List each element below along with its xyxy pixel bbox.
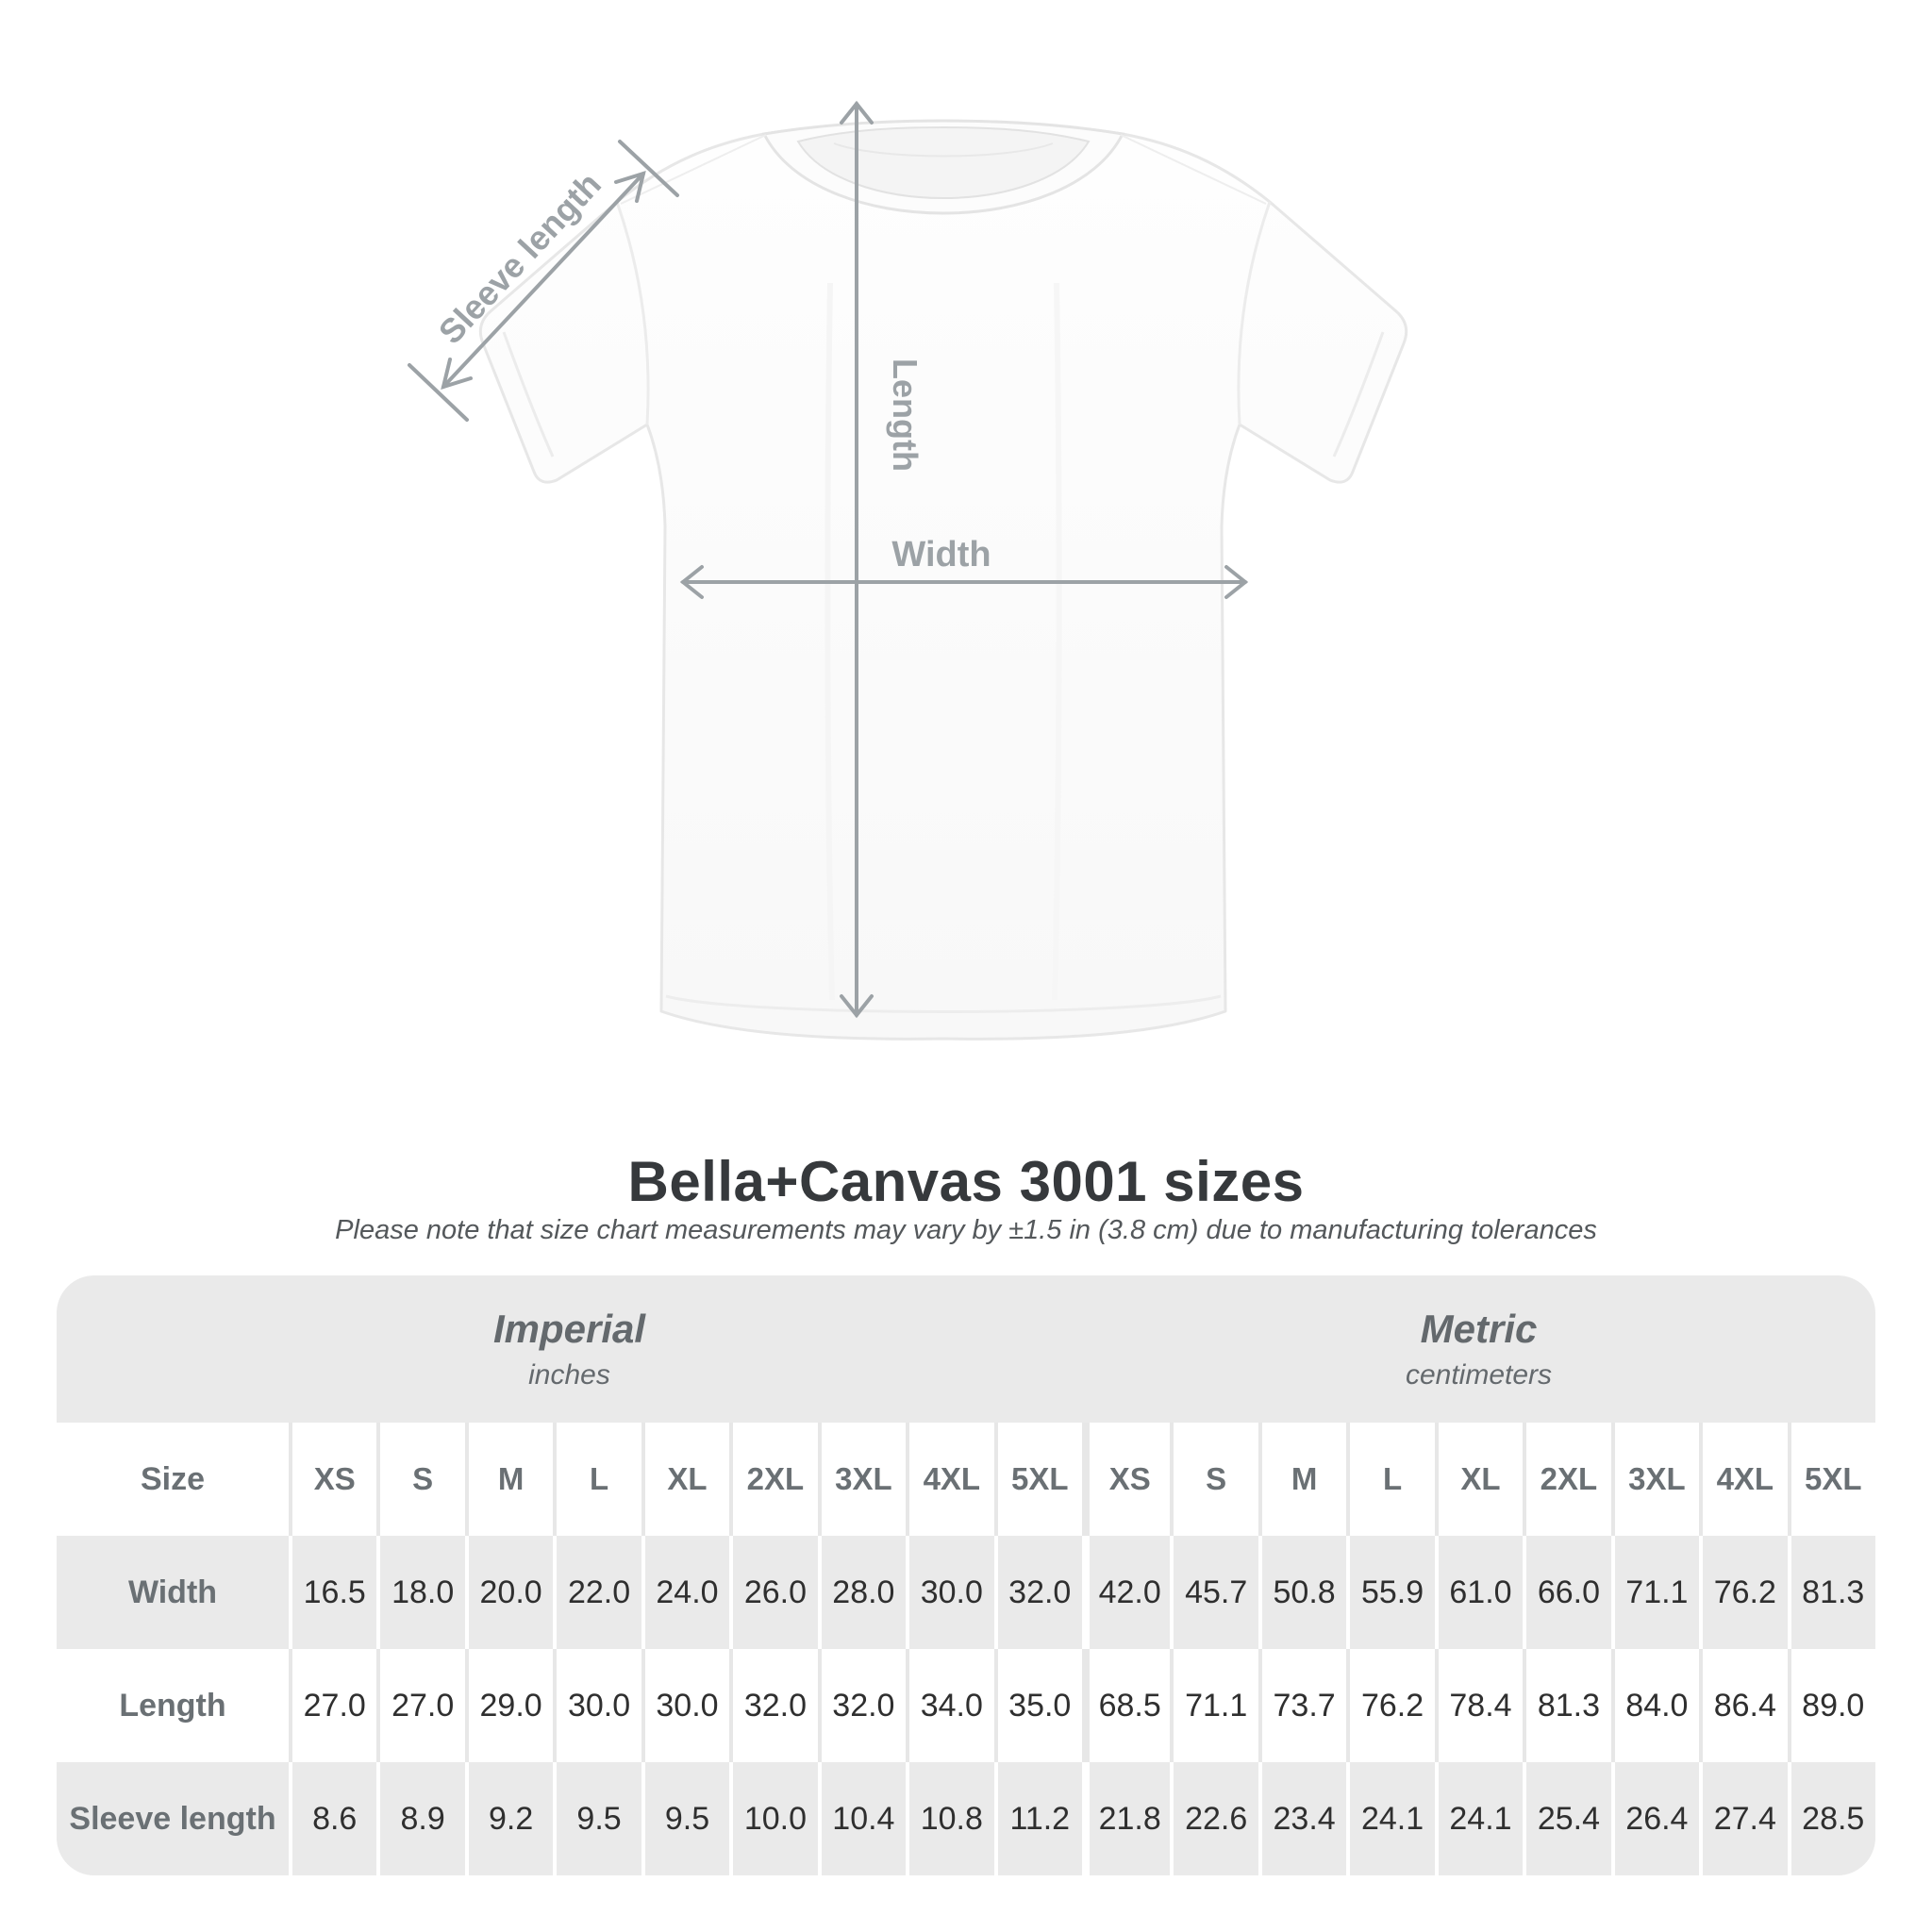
- metric-sublabel: centimeters: [1405, 1359, 1553, 1391]
- value-cell-imperial: 29.0: [464, 1649, 553, 1762]
- value-cell-imperial: 30.0: [906, 1536, 993, 1649]
- value-cell-metric: 28.5: [1787, 1762, 1875, 1875]
- value-cell-metric: 26.4: [1610, 1762, 1699, 1875]
- value-cell-metric: 25.4: [1523, 1762, 1610, 1875]
- value-cell-imperial: 32.0: [993, 1536, 1082, 1649]
- value-cell-metric: 71.1: [1170, 1649, 1257, 1762]
- sleeve-length-dimension-arrow: [408, 140, 679, 422]
- length-label: Length: [886, 358, 924, 472]
- value-cell-imperial: 18.0: [376, 1536, 464, 1649]
- size-col-header-metric: 2XL: [1523, 1423, 1610, 1536]
- value-cell-imperial: 27.0: [289, 1649, 376, 1762]
- size-col-header-imperial: XL: [641, 1423, 729, 1536]
- value-cell-imperial: 30.0: [553, 1649, 641, 1762]
- page-title: Bella+Canvas 3001 sizes: [627, 1150, 1305, 1213]
- size-col-header-metric: XS: [1081, 1423, 1170, 1536]
- value-cell-imperial: 35.0: [993, 1649, 1082, 1762]
- value-cell-imperial: 24.0: [641, 1536, 729, 1649]
- value-cell-metric: 86.4: [1699, 1649, 1787, 1762]
- measurement-row: Width 16.5 18.0 20.0 22.0 24.0 26.0 28.0 30.0 32.…: [57, 1536, 1875, 1649]
- length-dimension-arrow: [840, 100, 874, 1019]
- row-label: Sleeve length: [69, 1800, 276, 1837]
- value-cell-metric: 27.4: [1699, 1762, 1787, 1875]
- width-label: Width: [891, 535, 991, 575]
- size-col-header-imperial: 3XL: [817, 1423, 906, 1536]
- row-label: Length: [119, 1687, 226, 1724]
- value-cell-imperial: 10.0: [729, 1762, 817, 1875]
- size-col-header-metric: XL: [1434, 1423, 1523, 1536]
- measurement-row: Sleeve length 8.6 8.9 9.2 9.5 9.5 10.0 10.4 10.8…: [57, 1762, 1875, 1875]
- unit-group-imperial: Imperial inches: [57, 1275, 1082, 1423]
- value-cell-imperial: 32.0: [817, 1649, 906, 1762]
- value-cell-imperial: 8.9: [376, 1762, 464, 1875]
- value-cell-metric: 42.0: [1081, 1536, 1170, 1649]
- value-cell-metric: 23.4: [1257, 1762, 1346, 1875]
- value-cell-metric: 81.3: [1523, 1649, 1610, 1762]
- unit-group-metric: Metric centimeters: [1082, 1275, 1875, 1423]
- value-cell-metric: 89.0: [1787, 1649, 1875, 1762]
- value-cell-metric: 76.2: [1346, 1649, 1434, 1762]
- page-subtitle: Please note that size chart measurements…: [335, 1215, 1597, 1245]
- value-cell-metric: 22.6: [1170, 1762, 1257, 1875]
- value-cell-metric: 78.4: [1434, 1649, 1523, 1762]
- size-table: Imperial inches Metric centimeters Size X…: [57, 1275, 1875, 1875]
- size-col-header-metric: M: [1257, 1423, 1346, 1536]
- value-cell-imperial: 28.0: [817, 1536, 906, 1649]
- value-cell-metric: 71.1: [1610, 1536, 1699, 1649]
- value-cell-metric: 73.7: [1257, 1649, 1346, 1762]
- value-cell-metric: 76.2: [1699, 1536, 1787, 1649]
- imperial-sublabel: inches: [528, 1359, 610, 1391]
- size-header-row: Size XS S M L XL 2XL 3XL 4XL 5XL XS S M L XL 2XL 3XL 4XL 5…: [57, 1423, 1875, 1536]
- tshirt-diagram: Sleeve length Length Width: [408, 100, 1408, 1041]
- value-cell-imperial: 8.6: [289, 1762, 376, 1875]
- value-cell-imperial: 9.2: [464, 1762, 553, 1875]
- size-column-title: Size: [140, 1460, 206, 1497]
- tshirt-illustration: [478, 119, 1408, 1041]
- value-cell-metric: 45.7: [1170, 1536, 1257, 1649]
- size-col-header-imperial: XS: [289, 1423, 376, 1536]
- value-cell-imperial: 27.0: [376, 1649, 464, 1762]
- size-col-header-metric: 5XL: [1787, 1423, 1875, 1536]
- value-cell-imperial: 22.0: [553, 1536, 641, 1649]
- value-cell-imperial: 30.0: [641, 1649, 729, 1762]
- value-cell-imperial: 34.0: [906, 1649, 993, 1762]
- value-cell-metric: 81.3: [1787, 1536, 1875, 1649]
- size-col-header-metric: S: [1170, 1423, 1257, 1536]
- value-cell-imperial: 10.4: [817, 1762, 906, 1875]
- value-cell-imperial: 9.5: [641, 1762, 729, 1875]
- size-col-header-imperial: M: [464, 1423, 553, 1536]
- value-cell-metric: 21.8: [1081, 1762, 1170, 1875]
- size-col-header-metric: 4XL: [1699, 1423, 1787, 1536]
- value-cell-metric: 55.9: [1346, 1536, 1434, 1649]
- size-col-header-imperial: 4XL: [906, 1423, 993, 1536]
- value-cell-metric: 24.1: [1346, 1762, 1434, 1875]
- unit-header-band: Imperial inches Metric centimeters: [57, 1275, 1875, 1423]
- value-cell-imperial: 11.2: [993, 1762, 1082, 1875]
- value-cell-imperial: 16.5: [289, 1536, 376, 1649]
- value-cell-metric: 68.5: [1081, 1649, 1170, 1762]
- value-cell-metric: 84.0: [1610, 1649, 1699, 1762]
- size-col-header-metric: 3XL: [1610, 1423, 1699, 1536]
- row-label: Width: [127, 1574, 218, 1610]
- width-dimension-arrow: [679, 565, 1249, 599]
- value-cell-imperial: 32.0: [729, 1649, 817, 1762]
- size-col-header-imperial: L: [553, 1423, 641, 1536]
- value-cell-imperial: 10.8: [906, 1762, 993, 1875]
- size-col-header-imperial: S: [376, 1423, 464, 1536]
- value-cell-imperial: 9.5: [553, 1762, 641, 1875]
- value-cell-imperial: 20.0: [464, 1536, 553, 1649]
- metric-label: Metric: [1420, 1307, 1538, 1351]
- value-cell-imperial: 26.0: [729, 1536, 817, 1649]
- value-cell-metric: 66.0: [1523, 1536, 1610, 1649]
- measurement-row: Length 27.0 27.0 29.0 30.0 30.0 32.0 32.0 34.0 35…: [57, 1649, 1875, 1762]
- value-cell-metric: 24.1: [1434, 1762, 1523, 1875]
- size-col-header-imperial: 5XL: [993, 1423, 1082, 1536]
- size-col-header-imperial: 2XL: [729, 1423, 817, 1536]
- value-cell-metric: 50.8: [1257, 1536, 1346, 1649]
- size-table-rows: Size XS S M L XL 2XL 3XL 4XL 5XL XS S M L XL 2XL 3XL 4XL 5…: [57, 1423, 1875, 1875]
- value-cell-metric: 61.0: [1434, 1536, 1523, 1649]
- imperial-label: Imperial: [492, 1307, 646, 1351]
- size-col-header-metric: L: [1346, 1423, 1434, 1536]
